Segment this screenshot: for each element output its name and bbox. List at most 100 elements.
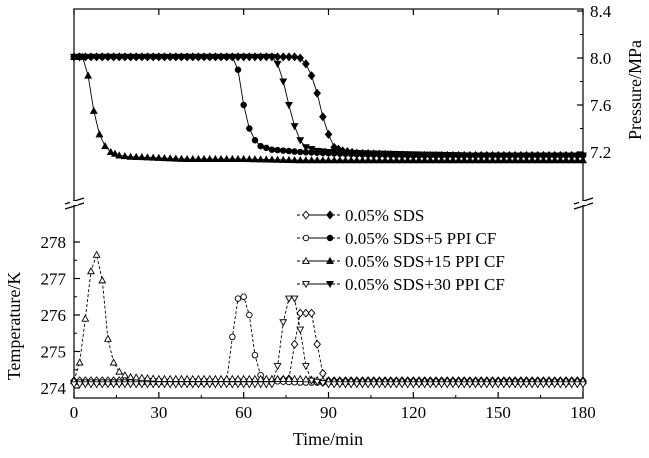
pressure-point xyxy=(335,149,344,157)
temperature-point xyxy=(70,381,78,389)
temperature-series-0 xyxy=(70,308,587,386)
temperature-point xyxy=(460,381,469,389)
pressure-point xyxy=(101,141,110,150)
pressure-point xyxy=(471,152,480,160)
pressure-tick-label-8.4: 8.4 xyxy=(590,2,612,21)
pressure-point xyxy=(324,148,333,157)
temperature-point xyxy=(137,381,146,389)
temperature-point xyxy=(211,374,220,382)
pressure-point xyxy=(352,150,361,158)
temperature-point xyxy=(358,381,367,389)
pressure-point xyxy=(426,151,435,159)
pressure-point xyxy=(369,150,378,158)
pressure-point xyxy=(290,123,299,131)
pressure-point xyxy=(505,152,514,160)
pressure-point xyxy=(550,156,559,164)
temperature-point xyxy=(92,381,101,389)
pressure-point xyxy=(273,60,282,69)
pressure-point xyxy=(137,53,146,61)
temperature-point xyxy=(301,363,310,371)
pressure-point xyxy=(154,53,163,61)
pressure-point xyxy=(285,147,293,155)
temp-tick-label-278: 278 xyxy=(41,233,67,252)
pressure-point xyxy=(115,151,124,159)
temperature-point xyxy=(132,373,141,381)
temperature-point xyxy=(477,381,486,389)
pressure-point xyxy=(511,152,520,160)
pressure-point xyxy=(149,153,158,161)
temperature-point xyxy=(98,276,107,284)
pressure-point xyxy=(319,112,327,122)
pressure-point xyxy=(415,151,423,159)
pressure-point xyxy=(120,151,129,160)
pressure-point xyxy=(291,148,298,155)
temperature-point xyxy=(194,381,203,389)
pressure-point xyxy=(533,156,542,164)
pressure-point xyxy=(262,155,271,163)
pressure-point xyxy=(273,52,282,62)
pressure-point xyxy=(222,154,231,163)
temperature-point xyxy=(528,381,537,389)
temperature-point xyxy=(143,374,152,382)
temperature-point xyxy=(296,308,305,318)
pressure-point xyxy=(149,53,158,61)
pressure-point xyxy=(267,155,276,163)
pressure-tick-label-7.2: 7.2 xyxy=(590,143,611,162)
pressure-point xyxy=(443,156,452,164)
pressure-point xyxy=(92,53,101,61)
temperature-line-0 xyxy=(74,312,583,382)
pressure-point xyxy=(460,152,469,160)
pressure-point xyxy=(341,149,350,157)
temperature-point xyxy=(188,381,197,389)
pressure-point xyxy=(522,152,531,160)
x-tick-label-0: 0 xyxy=(70,403,79,422)
pressure-line-1 xyxy=(74,56,583,156)
pressure-point xyxy=(263,144,270,152)
pressure-point xyxy=(313,88,321,98)
temperature-point xyxy=(307,308,316,318)
temperature-point xyxy=(81,314,90,322)
legend-entry-0: 0.05% SDS xyxy=(297,206,424,225)
pressure-point xyxy=(381,150,390,158)
pressure-point xyxy=(251,53,259,61)
pressure-point xyxy=(70,53,78,61)
y-axis-title-pressure: Pressure/MPa xyxy=(625,40,645,140)
pressure-point xyxy=(284,155,293,164)
pressure-point xyxy=(166,154,175,162)
pressure-point xyxy=(267,53,276,61)
pressure-tick-label-8.0: 8.0 xyxy=(590,49,611,68)
ticks-layer: 0 30 60 90 120 150 180 274 275 276 277 278 7.2 7.6 8.0… xyxy=(41,2,612,422)
temperature-point xyxy=(330,381,339,389)
temperature-point xyxy=(301,375,310,383)
temperature-point xyxy=(539,381,548,389)
pressure-point xyxy=(488,156,497,164)
temperature-point xyxy=(313,378,322,387)
temperature-point xyxy=(81,381,90,389)
pressure-point xyxy=(505,156,514,164)
pressure-point xyxy=(358,156,367,164)
x-tick-label-60: 60 xyxy=(235,403,252,422)
pressure-point xyxy=(409,156,418,164)
pressure-point xyxy=(256,53,265,61)
temperature-point xyxy=(234,295,242,302)
x-tick-label-120: 120 xyxy=(401,403,427,422)
pressure-point xyxy=(528,152,537,160)
pressure-point xyxy=(296,156,305,164)
pressure-point xyxy=(205,154,214,163)
temperature-point xyxy=(177,381,186,389)
series-layer xyxy=(70,52,587,389)
pressure-point xyxy=(562,152,570,160)
legend-open-marker xyxy=(302,256,310,265)
pressure-point xyxy=(177,154,186,162)
temperature-point xyxy=(290,374,299,382)
pressure-point xyxy=(454,152,463,160)
pressure-point xyxy=(482,152,491,160)
pressure-point xyxy=(375,156,384,164)
temperature-point xyxy=(296,326,305,334)
temperature-point xyxy=(120,371,129,379)
temperature-point xyxy=(200,381,209,389)
pressure-point xyxy=(420,156,429,164)
x-tick-label-90: 90 xyxy=(320,403,337,422)
pressure-point xyxy=(403,151,412,159)
temperature-point xyxy=(335,381,344,389)
